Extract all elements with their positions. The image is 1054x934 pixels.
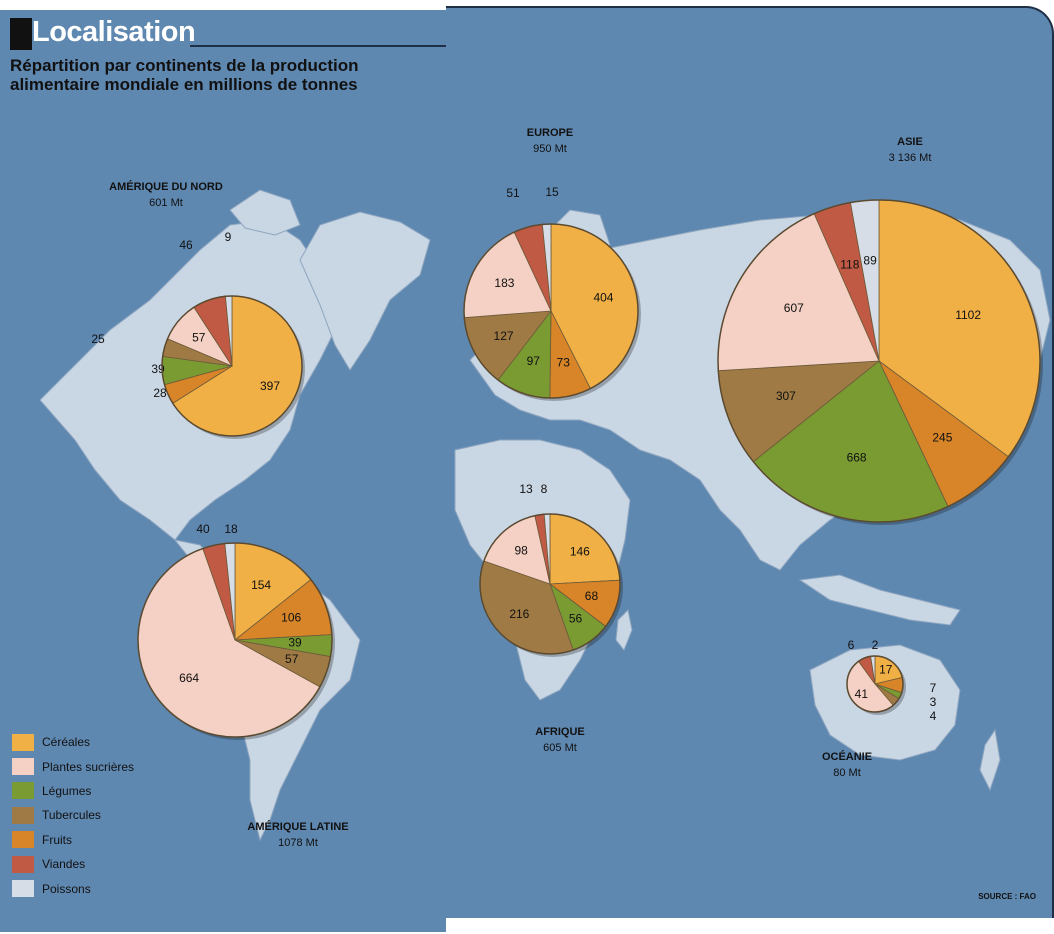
pie-outline: [846, 655, 904, 713]
continent-name: AFRIQUE: [535, 726, 585, 738]
slice-label: 41: [855, 687, 869, 701]
slice-label: 28: [153, 386, 167, 400]
slice-label: 56: [569, 611, 583, 625]
slice-label: 4: [930, 709, 937, 723]
legend-item: Poissons: [12, 876, 134, 900]
legend-item: Légumes: [12, 779, 134, 803]
slice-label: 9: [225, 230, 232, 244]
slice-label: 8: [541, 482, 548, 496]
slice-label: 57: [192, 330, 206, 344]
slice-label: 89: [863, 254, 877, 268]
legend-label: Fruits: [42, 832, 72, 847]
slice-label: 46: [179, 238, 193, 252]
slice-label: 25: [91, 332, 105, 346]
slice-label: 7: [930, 681, 937, 695]
slice-label: 664: [179, 671, 199, 685]
slice-label: 404: [593, 291, 613, 305]
slice-label: 15: [545, 185, 559, 199]
legend-label: Viandes: [42, 857, 86, 872]
slice-label: 40: [196, 522, 210, 536]
legend-swatch: [12, 758, 34, 776]
pie-5: 17 734 41 6 2: [846, 638, 937, 723]
legend-swatch: [12, 782, 34, 800]
continent-name: AMÉRIQUE DU NORD: [109, 180, 223, 193]
slice-label: 13: [519, 482, 533, 496]
slice-label: 18: [224, 522, 238, 536]
continent-name: ASIE: [897, 136, 923, 148]
legend: Céréales Plantes sucrières Légumes Tuber…: [12, 730, 134, 901]
legend-swatch: [12, 855, 34, 873]
continent-total: 605 Mt: [543, 742, 577, 754]
continent-name: EUROPE: [527, 127, 573, 139]
slice-label: 98: [514, 544, 528, 558]
pie-2: 404 73 97 127 183 51 15: [463, 185, 641, 401]
continent-name: AMÉRIQUE LATINE: [247, 820, 348, 833]
legend-item: Fruits: [12, 828, 134, 852]
pie-outline: [463, 223, 639, 399]
legend-item: Plantes sucrières: [12, 754, 134, 778]
slice-label: 97: [527, 354, 541, 368]
slice-label: 118: [840, 258, 859, 272]
page-title: Localisation: [32, 16, 196, 48]
pie-1: 154 106 39 57 664 40 18: [137, 522, 335, 740]
land-greenland: [299, 211, 431, 371]
legend-label: Tubercules: [42, 808, 101, 823]
legend-item: Viandes: [12, 852, 134, 876]
slice-label: 216: [509, 607, 529, 621]
legend-label: Poissons: [42, 881, 91, 896]
slice-label: 106: [281, 611, 301, 625]
continent-total: 1078 Mt: [278, 837, 318, 849]
legend-item: Céréales: [12, 730, 134, 754]
source-note: SOURCE : FAO: [978, 892, 1036, 901]
slice-label: 127: [494, 329, 514, 343]
continent-total: 950 Mt: [533, 143, 567, 155]
pie-outline: [161, 295, 303, 437]
land-canada-islands: [229, 189, 301, 236]
slice-label: 51: [506, 186, 520, 200]
legend-label: Légumes: [42, 783, 92, 798]
legend-swatch: [12, 806, 34, 824]
legend-swatch: [12, 880, 34, 898]
slice-label: 39: [288, 636, 302, 650]
legend-item: Tubercules: [12, 803, 134, 827]
continent-total: 3 136 Mt: [889, 152, 932, 164]
pie-outline: [479, 513, 621, 655]
slice-label: 6: [848, 638, 855, 652]
land-madagascar: [615, 608, 633, 651]
continent-total: 80 Mt: [833, 767, 861, 779]
slice-label: 307: [776, 389, 796, 403]
slice-label: 17: [879, 663, 893, 677]
slice-label: 668: [847, 450, 867, 464]
pie-3: 1102 245 668 307 607 118 89: [717, 199, 1043, 525]
pie-outline: [717, 199, 1041, 523]
legend-label: Céréales: [42, 735, 91, 750]
slice-label: 397: [260, 379, 280, 393]
slice-label: 245: [932, 430, 952, 444]
slice-label: 146: [570, 545, 590, 559]
continent-name: OCÉANIE: [822, 750, 872, 763]
slice-label: 68: [585, 589, 599, 603]
header-rule: [190, 45, 446, 47]
land-indonesia: [798, 574, 961, 626]
pie-outline: [137, 542, 333, 738]
slice-label: 1102: [955, 308, 981, 322]
slice-label: 607: [784, 301, 804, 315]
land-new-zealand: [979, 728, 1001, 792]
title-marker: [10, 18, 32, 50]
continent-total: 601 Mt: [149, 197, 183, 209]
slice-label: 57: [285, 652, 299, 666]
slice-label: 2: [872, 638, 879, 652]
slice-label: 154: [251, 578, 271, 592]
slice-label: 73: [557, 356, 571, 370]
legend-label: Plantes sucrières: [42, 759, 135, 774]
slice-label: 183: [494, 276, 514, 290]
page-subtitle: Répartition par continents de la product…: [10, 56, 359, 94]
legend-swatch: [12, 831, 34, 849]
slice-label: 3: [930, 695, 937, 709]
legend-swatch: [12, 733, 34, 751]
